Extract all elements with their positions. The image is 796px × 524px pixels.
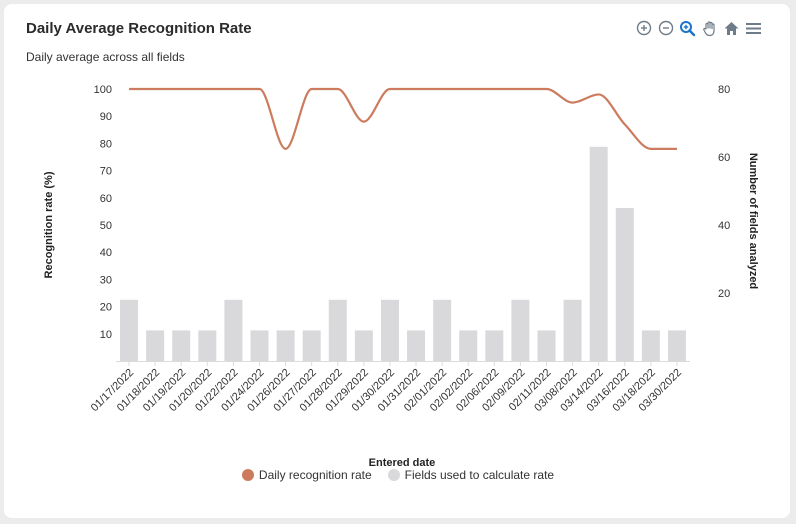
y2-tick-label: 60 — [718, 152, 730, 164]
y-tick-label: 80 — [100, 138, 112, 150]
bar-fields-19 — [589, 146, 608, 361]
zoom-selection-icon[interactable] — [678, 19, 697, 38]
bar-fields-1 — [120, 299, 139, 361]
home-icon[interactable] — [722, 19, 741, 38]
bar-fields-3 — [172, 330, 191, 361]
y-tick-label: 90 — [100, 111, 112, 123]
bar-fields-5 — [224, 299, 243, 361]
legend-label-rate: Daily recognition rate — [258, 468, 372, 482]
y-tick-label: 100 — [94, 84, 112, 96]
chart-subtitle: Daily average across all fields — [26, 50, 185, 64]
bar-fields-17 — [537, 330, 556, 361]
x-axis-title: Entered date — [369, 457, 436, 469]
bar-fields-8 — [302, 330, 321, 361]
y-tick-label: 60 — [100, 193, 112, 205]
y2-tick-label: 20 — [718, 288, 730, 300]
pan-icon[interactable] — [700, 19, 719, 38]
bar-fields-10 — [354, 330, 373, 361]
y-tick-label: 50 — [100, 220, 112, 232]
chart-title: Daily Average Recognition Rate — [26, 20, 252, 37]
bar-fields-16 — [511, 299, 530, 361]
line-recognition-rate — [129, 87, 677, 150]
y-tick-label: 30 — [100, 274, 112, 286]
chart-legend: Daily recognition rate Fields used to ca… — [0, 468, 796, 482]
legend-marker-rate — [241, 469, 254, 481]
chart-toolbar — [634, 18, 763, 38]
bar-fields-20 — [615, 208, 634, 361]
zoom-out-icon[interactable] — [656, 19, 675, 38]
bar-fields-22 — [667, 330, 686, 361]
bar-fields-7 — [276, 330, 295, 361]
bar-fields-15 — [485, 330, 504, 361]
bar-fields-4 — [198, 330, 217, 361]
bar-fields-21 — [641, 330, 660, 361]
bar-fields-2 — [146, 330, 165, 361]
bar-fields-13 — [433, 299, 452, 361]
y2-tick-label: 40 — [718, 220, 730, 232]
bar-fields-14 — [459, 330, 478, 361]
zoom-in-icon[interactable] — [634, 19, 653, 38]
bar-fields-9 — [328, 299, 347, 361]
legend-label-fields: Fields used to calculate rate — [404, 468, 555, 482]
y-tick-label: 70 — [100, 166, 112, 178]
bar-fields-18 — [563, 299, 582, 361]
y-tick-label: 10 — [100, 329, 112, 341]
bar-fields-6 — [250, 330, 269, 361]
legend-item-rate[interactable]: Daily recognition rate — [241, 468, 372, 482]
legend-marker-fields — [387, 469, 400, 481]
y-tick-label: 40 — [100, 247, 112, 259]
y2-axis-title: Number of fields analyzed — [747, 153, 759, 289]
y2-tick-label: 80 — [718, 84, 730, 96]
menu-icon[interactable] — [744, 19, 763, 38]
y-axis-title: Recognition rate (%) — [43, 171, 55, 278]
y-tick-label: 20 — [100, 302, 112, 314]
bar-fields-12 — [407, 330, 426, 361]
legend-item-fields[interactable]: Fields used to calculate rate — [387, 468, 555, 482]
bar-fields-11 — [380, 299, 399, 361]
